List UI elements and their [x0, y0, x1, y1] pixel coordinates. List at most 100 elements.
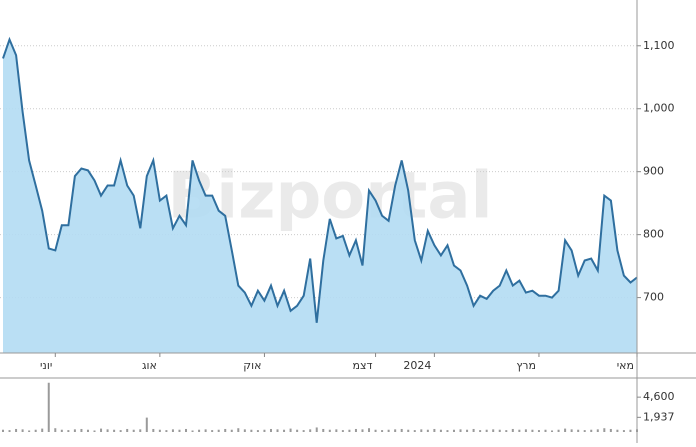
volume-bar: [178, 429, 181, 432]
volume-bar: [80, 428, 83, 432]
volume-bar: [15, 428, 18, 432]
volume-bar: [368, 428, 371, 432]
volume-bar: [217, 429, 220, 432]
volume-bar: [551, 430, 554, 432]
volume-bar: [28, 430, 31, 432]
volume-bar: [335, 429, 338, 432]
volume-bar: [276, 429, 279, 432]
volume-bar: [400, 428, 403, 432]
volume-bar: [296, 429, 299, 432]
volume-bar: [570, 429, 573, 432]
volume-bar: [302, 430, 305, 432]
volume-bar: [224, 428, 227, 432]
volume-bar: [341, 430, 344, 432]
volume-bar: [387, 429, 390, 432]
volume-bar: [119, 430, 122, 432]
volume-bar: [211, 430, 214, 432]
volume-bar: [165, 430, 168, 432]
volume-bar: [93, 430, 96, 432]
y-tick-label: 1,100: [643, 39, 675, 52]
volume-bar: [54, 428, 57, 432]
volume-bar: [34, 429, 37, 432]
volume-bar: [328, 429, 331, 432]
volume-bar: [537, 430, 540, 432]
x-tick-label: 2024: [403, 359, 431, 372]
x-tick-label: מרץ: [516, 359, 536, 372]
volume-bar: [191, 430, 194, 432]
volume-bar: [636, 429, 638, 432]
volume-bar: [60, 429, 63, 432]
volume-bar: [485, 429, 488, 432]
volume-bar: [413, 430, 416, 432]
volume-bar: [204, 429, 207, 432]
volume-bar: [2, 429, 4, 432]
volume-bar: [524, 429, 527, 432]
volume-bar: [230, 429, 233, 432]
volume-bar: [446, 430, 449, 432]
volume-bar: [596, 429, 599, 432]
volume-bar: [616, 429, 619, 432]
volume-bar: [269, 428, 272, 432]
volume-bar: [250, 429, 253, 432]
volume-bar: [113, 429, 116, 432]
volume-bar: [544, 429, 547, 432]
volume-bar: [557, 429, 560, 432]
y-tick-label: 1,937: [643, 410, 675, 423]
volume-bar: [185, 428, 188, 432]
volume-bar: [256, 430, 259, 432]
volume-bar: [21, 429, 24, 432]
volume-bar: [243, 429, 246, 432]
volume-bar: [466, 429, 469, 432]
volume-bar: [492, 429, 495, 432]
volume-bar: [609, 428, 612, 432]
volume-bar: [505, 430, 508, 432]
volume-bar: [426, 429, 429, 432]
volume-bar: [73, 429, 76, 432]
volume-bar: [106, 429, 109, 432]
volume-bar: [198, 429, 201, 432]
volume-bar: [394, 429, 397, 432]
volume-bar: [171, 429, 174, 432]
volume-bar: [590, 429, 593, 432]
volume-bar: [8, 430, 11, 432]
volume-bar: [420, 429, 423, 432]
volume-bar: [348, 429, 351, 432]
volume-bar: [100, 428, 103, 432]
x-tick-label: אוק: [243, 359, 261, 372]
volume-bar: [126, 428, 129, 432]
volume-bar: [518, 429, 521, 432]
volume-bar: [237, 428, 240, 432]
volume-bar: [511, 428, 514, 432]
y-tick-label: 1,000: [643, 102, 675, 115]
volume-bar: [622, 430, 625, 432]
volume-bar: [263, 429, 266, 432]
volume-bar: [479, 430, 482, 432]
x-tick-label: דצמ: [353, 359, 373, 372]
price-area: [3, 39, 637, 353]
x-tick-label: יוני: [40, 359, 52, 372]
volume-bar: [603, 428, 606, 432]
x-tick-label: מאי: [617, 359, 634, 372]
volume-bar: [459, 429, 462, 432]
volume-bar: [531, 429, 534, 432]
volume-bar: [407, 429, 410, 432]
volume-bar: [498, 429, 501, 432]
volume-bar: [361, 429, 364, 432]
volume-bar: [309, 429, 312, 432]
volume-bar: [577, 429, 580, 432]
volume-bar: [289, 428, 292, 432]
volume-bar: [381, 430, 384, 432]
volume-bar: [315, 427, 318, 432]
y-tick-label: 800: [643, 228, 664, 241]
volume-bar: [452, 429, 455, 432]
volume-bar: [433, 428, 436, 432]
y-tick-label: 900: [643, 165, 664, 178]
volume-bar: [86, 429, 89, 432]
volume-bar: [354, 428, 357, 432]
volume-bar: [132, 429, 135, 432]
volume-bar: [322, 428, 325, 432]
volume-bar: [139, 429, 142, 432]
volume-bar: [374, 429, 377, 432]
price-line: [2, 36, 638, 323]
